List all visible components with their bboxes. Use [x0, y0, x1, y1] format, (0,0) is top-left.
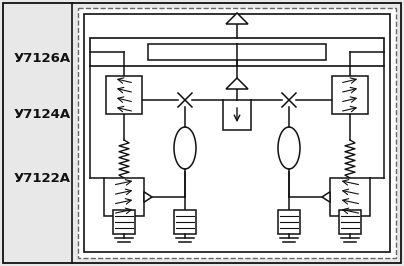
Bar — [90, 38, 384, 66]
Bar — [330, 178, 370, 216]
Bar — [78, 8, 396, 258]
Bar — [278, 210, 300, 234]
Bar — [84, 14, 390, 252]
Bar — [113, 210, 135, 234]
Bar — [339, 210, 361, 234]
Text: У7126А: У7126А — [14, 52, 71, 65]
Polygon shape — [322, 192, 330, 202]
Ellipse shape — [278, 127, 300, 169]
Bar — [223, 100, 251, 130]
Bar — [106, 76, 142, 114]
Text: У7122А: У7122А — [14, 172, 71, 185]
Ellipse shape — [174, 127, 196, 169]
Bar — [174, 210, 196, 234]
Text: У7124А: У7124А — [14, 108, 71, 121]
Bar — [148, 44, 326, 60]
Polygon shape — [144, 192, 152, 202]
Bar — [332, 76, 368, 114]
Polygon shape — [226, 78, 248, 89]
Bar — [104, 178, 144, 216]
Polygon shape — [226, 13, 248, 24]
